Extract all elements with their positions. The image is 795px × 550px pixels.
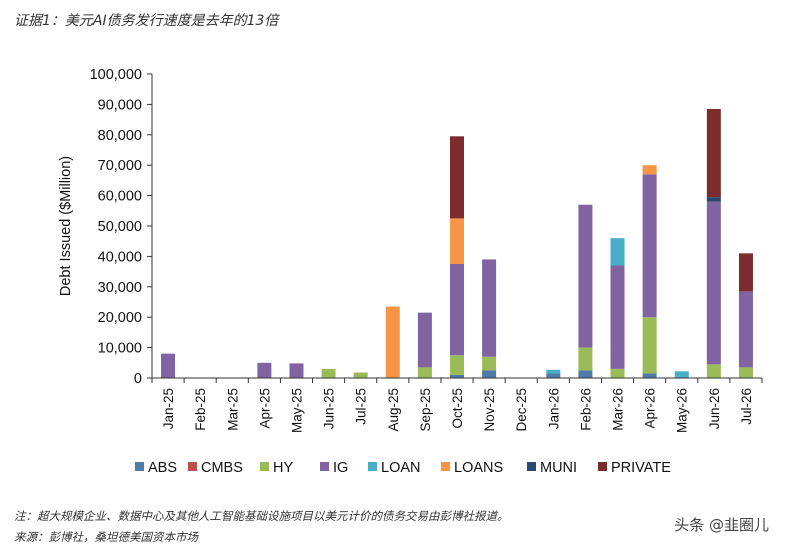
x-tick-label: Jun-26 [707, 388, 722, 429]
bar-segment-ig-jul-26 [738, 291, 753, 368]
x-tick-label: Jan-25 [161, 388, 176, 429]
bar-segment-hy-feb-26 [578, 347, 593, 371]
legend-swatch-private [598, 462, 607, 471]
bar-segment-ig-oct-25 [450, 264, 464, 356]
bar-segment-hy-apr-26 [642, 317, 657, 374]
bar-segment-hy-oct-25 [450, 355, 464, 375]
x-tick-label: Jan-26 [546, 388, 561, 429]
bar-segment-ig-nov-25 [482, 259, 497, 357]
bar-segment-hy-nov-25 [482, 356, 497, 371]
legend-swatch-loan [368, 462, 377, 471]
x-tick-label: Sep-25 [418, 388, 433, 432]
legend-swatch-hy [260, 462, 269, 471]
legend-label-cmbs: CMBS [201, 460, 243, 476]
bar-segment-loans-apr-26 [642, 165, 657, 175]
y-tick-label: 70,000 [98, 158, 142, 174]
bar-segment-hy-jun-26 [706, 364, 721, 378]
bars [161, 108, 753, 378]
legend-label-ig: IG [333, 460, 348, 476]
legend-swatch-ig [320, 462, 329, 471]
x-axis: Jan-25 Feb-25 Mar-25 Apr-25 May-25 Jun-25 Jul-… [151, 377, 763, 433]
legend-label-hy: HY [273, 460, 293, 476]
bar-segment-hy-mar-26 [610, 368, 625, 378]
bar-segment-loans-oct-25 [450, 218, 464, 264]
bar-segment-ig-may-25 [289, 363, 304, 378]
bar-segment-private-oct-25 [450, 136, 464, 219]
bar-segment-hy-jul-25 [353, 372, 368, 378]
bar-segment-private-jul-26 [738, 253, 753, 292]
legend-label-loan: LOAN [381, 460, 421, 476]
bar-segment-abs-nov-25 [482, 370, 497, 378]
watermark: 头条 @韭圈儿 [674, 516, 769, 534]
y-tick-label: 50,000 [98, 219, 142, 235]
y-tick-label: 0 [134, 371, 142, 387]
bar-segment-hy-jul-26 [738, 367, 753, 378]
legend: ABS CMBS HY IG LOAN LOANS MUNI PRIVATE [135, 460, 671, 476]
bar-segment-abs-apr-26 [642, 373, 657, 378]
x-tick-label: Jul-26 [739, 388, 754, 425]
legend-label-loans: LOANS [454, 460, 503, 476]
y-axis-label: Debt Issued ($Million) [58, 156, 74, 296]
legend-swatch-abs [135, 462, 144, 471]
bar-segment-loan-may-26 [674, 371, 689, 378]
bar-segment-private-jun-26 [706, 108, 721, 198]
footnote: 注：超大规模企业、数据中心及其他人工智能基础设施项目以美元计价的债务交易由彭博社… [14, 509, 509, 523]
x-tick-label: Feb-25 [193, 388, 208, 431]
y-axis: 0 10,000 20,000 30,000 40,000 50,000 60,000 70,… [90, 67, 153, 387]
x-tick-label: Aug-25 [386, 388, 401, 432]
bar-segment-ig-sep-25 [417, 312, 432, 368]
bar-segment-loan-jan-26 [546, 369, 561, 374]
legend-swatch-loans [441, 462, 450, 471]
bar-segment-hy-jun-25 [321, 368, 336, 378]
bar-segment-abs-feb-26 [578, 370, 593, 378]
chart-heading: 证据1：美元AI债务发行速度是去年的13倍 [14, 13, 279, 29]
legend-label-private: PRIVATE [611, 460, 671, 476]
source-note: 来源：彭博社，桑坦德美国资本市场 [14, 530, 198, 544]
bar-segment-ig-jun-26 [706, 201, 721, 365]
y-tick-label: 40,000 [98, 249, 142, 265]
y-tick-label: 80,000 [98, 128, 142, 144]
bar-segment-abs-jan-26 [546, 373, 561, 378]
bar-segment-ig-mar-26 [610, 265, 625, 369]
x-tick-label: Mar-25 [225, 388, 240, 431]
bar-segment-ig-feb-26 [578, 204, 593, 348]
legend-swatch-muni [527, 462, 536, 471]
y-tick-label: 10,000 [98, 341, 142, 357]
x-tick-label: Nov-25 [482, 388, 497, 432]
x-tick-label: Dec-25 [514, 388, 529, 432]
x-tick-label: Jun-25 [322, 388, 337, 429]
stacked-bar-chart: 0 10,000 20,000 30,000 40,000 50,000 60,000 70,… [58, 67, 763, 476]
x-tick-label: Apr-25 [257, 388, 272, 429]
bar-segment-muni-jun-26 [706, 197, 721, 202]
x-tick-label: Mar-26 [611, 388, 626, 431]
x-tick-label: May-25 [289, 388, 304, 433]
bar-segment-loans-aug-25 [385, 306, 400, 378]
y-tick-label: 20,000 [98, 310, 142, 326]
y-tick-label: 90,000 [98, 97, 142, 113]
x-tick-label: Jul-25 [354, 388, 369, 425]
bar-segment-loan-mar-26 [610, 238, 625, 266]
x-tick-label: Oct-25 [450, 388, 465, 429]
bar-segment-hy-sep-25 [417, 367, 432, 378]
y-tick-label: 60,000 [98, 189, 142, 205]
bar-segment-ig-apr-25 [257, 362, 272, 378]
x-tick-label: Apr-26 [643, 388, 658, 429]
x-tick-label: May-26 [675, 388, 690, 433]
legend-swatch-cmbs [188, 462, 197, 471]
bar-segment-ig-jan-25 [161, 353, 176, 378]
bar-segment-abs-oct-25 [450, 374, 464, 378]
y-tick-label: 30,000 [98, 280, 142, 296]
x-tick-label: Feb-26 [578, 388, 593, 431]
legend-label-muni: MUNI [540, 460, 577, 476]
legend-label-abs: ABS [148, 460, 177, 476]
bar-segment-ig-apr-26 [642, 174, 657, 318]
y-tick-label: 100,000 [90, 67, 142, 83]
